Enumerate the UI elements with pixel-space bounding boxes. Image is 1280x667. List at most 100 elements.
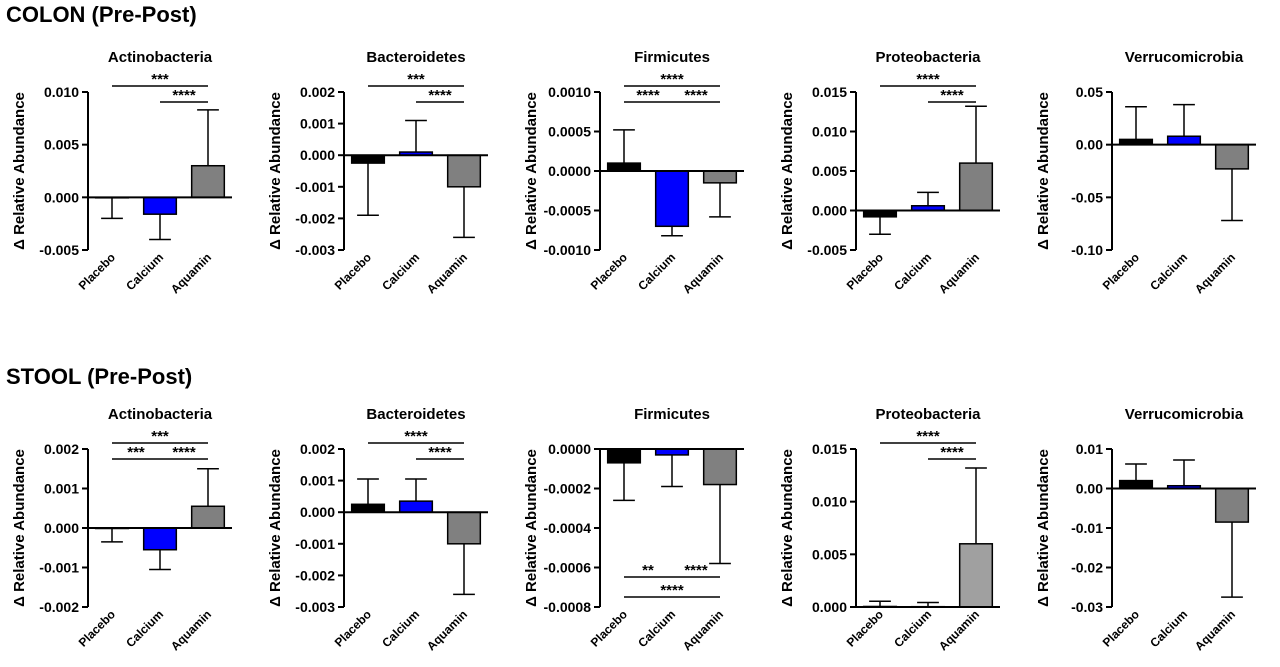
y-tick-label: 0.000 [300,504,335,520]
y-tick-label: 0.005 [812,163,847,179]
significance-label: **** [404,428,428,445]
y-tick-label: 0.01 [1076,441,1103,457]
x-tick-label: Placebo [844,607,886,649]
chart-title: Bacteroidetes [366,49,465,66]
bar [606,162,642,172]
bar [1214,143,1250,170]
chart-title: Firmicutes [634,49,710,66]
y-tick-label: -0.003 [295,242,335,258]
chart-title: Verrucomicrobia [1125,406,1244,423]
y-tick-label: 0.000 [812,599,847,615]
x-tick-label: Calcium [379,250,422,293]
bar [446,511,482,545]
significance-label: **** [916,71,940,88]
y-axis-label: Δ Relative Abundance [11,92,28,250]
y-tick-label: -0.001 [295,179,335,195]
y-tick-label: -0.002 [39,599,79,615]
x-tick-label: Placebo [76,250,118,292]
y-axis-label: Δ Relative Abundance [1035,449,1052,607]
bar [702,170,738,184]
significance-label: *** [407,71,425,88]
y-tick-label: 0.002 [44,441,79,457]
section-title: STOOL (Pre-Post) [6,364,192,389]
bar [190,164,226,199]
y-tick-label: 0.002 [300,441,335,457]
y-tick-label: -0.005 [807,242,847,258]
y-tick-label: 0.0010 [548,84,591,100]
x-tick-label: Placebo [1100,250,1142,292]
y-axis-label: Δ Relative Abundance [11,449,28,607]
y-tick-label: -0.005 [39,242,79,258]
significance-label: **** [660,71,684,88]
x-tick-label: Placebo [588,607,630,649]
y-tick-label: 0.0005 [548,124,591,140]
x-tick-label: Placebo [332,250,374,292]
y-tick-label: 0.000 [44,189,79,205]
x-tick-label: Calcium [379,607,422,650]
x-tick-label: Calcium [123,607,166,650]
bar [350,503,386,513]
significance-label: *** [127,444,145,461]
x-tick-label: Aquamin [424,607,470,653]
x-tick-label: Calcium [635,607,678,650]
bar [446,154,482,188]
y-tick-label: -0.0004 [544,520,592,536]
x-tick-label: Placebo [76,607,118,649]
significance-label: ** [642,562,654,579]
bar [654,170,690,228]
significance-label: **** [636,87,660,104]
bar [1118,479,1154,490]
y-tick-label: -0.0005 [544,203,592,219]
x-tick-label: Calcium [891,250,934,293]
chart-title: Actinobacteria [108,49,213,66]
significance-label: **** [172,87,196,104]
chart-title: Bacteroidetes [366,406,465,423]
x-tick-label: Calcium [635,250,678,293]
y-tick-label: 0.00 [1076,137,1103,153]
bar [190,505,226,529]
y-axis-label: Δ Relative Abundance [779,92,796,250]
bar [1166,135,1202,146]
bar [958,543,994,608]
significance-label: **** [684,87,708,104]
y-tick-label: 0.002 [300,84,335,100]
bar [606,448,642,464]
y-tick-label: 0.001 [44,481,79,497]
significance-label: *** [151,428,169,445]
y-tick-label: 0.005 [44,137,79,153]
y-axis-label: Δ Relative Abundance [523,449,540,607]
significance-label: **** [660,582,684,599]
y-tick-label: 0.015 [812,84,847,100]
y-tick-label: -0.001 [295,536,335,552]
bar [702,448,738,486]
x-tick-label: Calcium [1147,607,1190,650]
y-tick-label: 0.0000 [548,441,591,457]
y-tick-label: 0.010 [44,84,79,100]
bar [142,196,178,215]
y-tick-label: 0.00 [1076,481,1103,497]
y-tick-label: -0.001 [39,560,79,576]
y-tick-label: 0.015 [812,441,847,457]
x-tick-label: Calcium [1147,250,1190,293]
x-tick-label: Placebo [588,250,630,292]
x-tick-label: Placebo [844,250,886,292]
y-tick-label: 0.005 [812,546,847,562]
significance-label: *** [151,71,169,88]
y-tick-label: -0.02 [1071,560,1103,576]
y-tick-label: -0.0002 [544,481,592,497]
y-tick-label: -0.003 [295,599,335,615]
significance-label: **** [172,444,196,461]
y-tick-label: 0.001 [300,473,335,489]
bar [398,500,434,513]
y-tick-label: -0.01 [1071,520,1103,536]
x-tick-label: Aquamin [680,607,726,653]
x-tick-label: Placebo [1100,607,1142,649]
y-tick-label: 0.0000 [548,163,591,179]
bar [142,527,178,551]
y-tick-label: 0.001 [300,116,335,132]
y-tick-label: 0.000 [300,147,335,163]
significance-label: **** [428,444,452,461]
significance-label: **** [916,428,940,445]
x-tick-label: Aquamin [680,250,726,296]
